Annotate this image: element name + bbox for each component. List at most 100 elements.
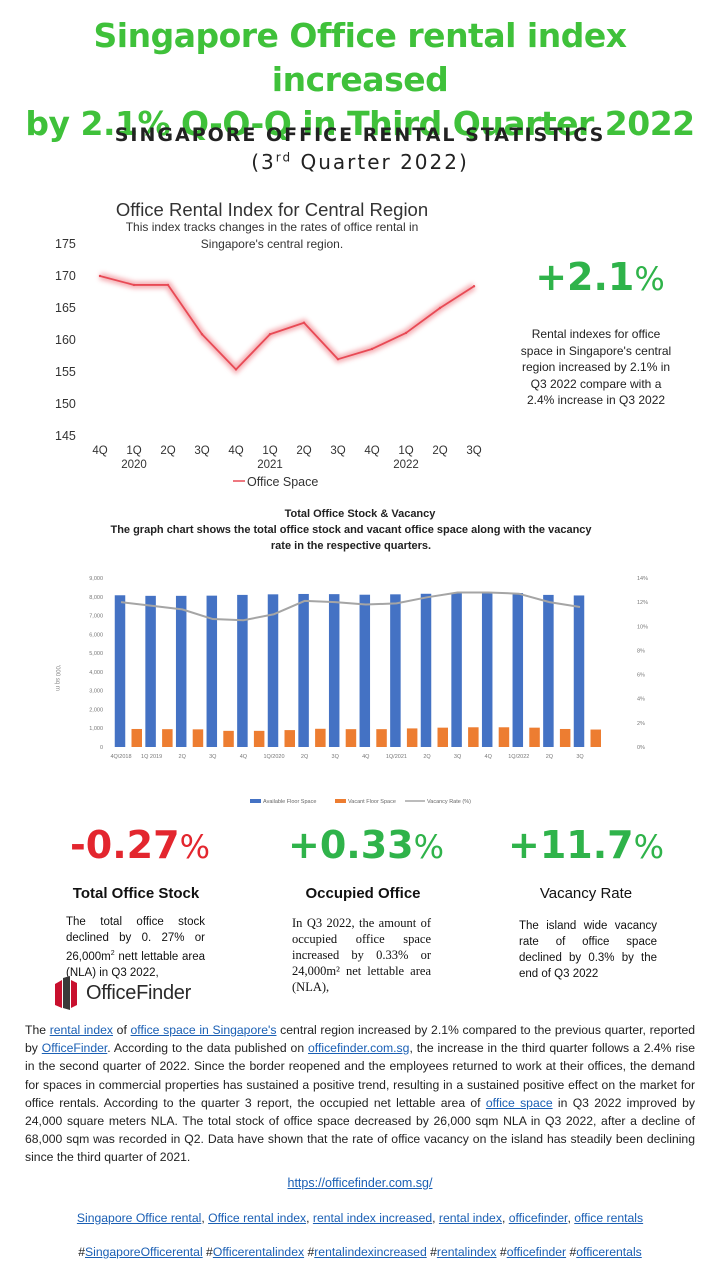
line-chart-xtick: 2Q [296, 445, 311, 457]
stats-title: SINGAPORE OFFICE RENTAL STATISTICS [114, 124, 606, 146]
line-chart-point [438, 306, 442, 310]
line-chart-year-label: 2021 [257, 459, 283, 471]
bar-available-floor-space [543, 594, 554, 747]
stock-description-part-1: The total office stock declined by 0. 27… [66, 916, 205, 963]
occupied-change-value: +0.33 [287, 823, 414, 867]
bar-available-floor-space [481, 593, 493, 747]
link-officefinder-site[interactable]: officefinder.com.sg [308, 1041, 410, 1056]
line-chart-series-glow [99, 272, 476, 375]
article-text-4: . According to the data published on [107, 1041, 309, 1056]
footer-hashtag-link[interactable]: Officerentalindex [212, 1245, 305, 1259]
footer-hashtag-link[interactable]: rentalindex [436, 1245, 497, 1259]
line-vacancy-rate [120, 591, 581, 622]
bar-chart-ytick-right: 8% [637, 648, 645, 654]
occupied-description: In Q3 2022, the amount of occupied offic… [292, 916, 431, 994]
article-text-1: The [25, 1023, 50, 1037]
footer-tag-link[interactable]: officefinder [508, 1211, 568, 1225]
line-chart-point [98, 274, 102, 278]
bar-chart-xtick: 1Q/2022 [508, 754, 529, 760]
footer-hashtag-link[interactable]: officerentals [576, 1245, 642, 1259]
bar-chart-ytick-left: 1,000 [89, 726, 103, 732]
rental-index-line-chart: Office Rental Index for Central Region T… [55, 199, 482, 489]
footer-tag-link[interactable]: rental index increased [312, 1211, 433, 1225]
legend-vacant-swatch [335, 799, 346, 803]
stats-sub-open: (3 [251, 150, 276, 174]
line-chart-xtick: 4Q [228, 445, 243, 457]
bar-chart-xtick: 4Q [485, 754, 493, 760]
article-text-2: of [113, 1023, 131, 1037]
line-chart-xtick: 2Q [160, 445, 175, 457]
headline-line-2: by 2.1% Q-O-Q in Third Quarter 2022 [25, 104, 695, 143]
line-chart-ytick: 170 [55, 269, 76, 283]
bar-chart-ytick-left: 3,000 [89, 689, 103, 695]
link-office-space-singapore[interactable]: office space in Singapore's [130, 1023, 277, 1037]
line-chart-ytick: 165 [55, 301, 76, 315]
bar-chart-xtick: 1Q 2019 [141, 754, 162, 760]
bar-vacant-floor-space [162, 729, 173, 747]
footer-hashtag-link[interactable]: officefinder [506, 1245, 567, 1259]
line-chart-point [302, 321, 306, 324]
bar-chart-xtick: 4Q\2018 [110, 754, 131, 760]
article-text-3: central region increased by 2.1% compare… [25, 1023, 696, 1056]
link-rental-index[interactable]: rental index [49, 1023, 113, 1037]
bar-available-floor-space [573, 595, 585, 747]
bar-vacant-floor-space [437, 727, 448, 747]
bar-chart-xtick: 4Q [240, 754, 248, 760]
bar-available-floor-space [114, 595, 126, 747]
tag-separator: , [432, 1211, 439, 1225]
bar-available-floor-space [512, 593, 524, 747]
line-chart-ytick: 150 [55, 397, 76, 411]
bar-available-floor-space [420, 593, 432, 747]
stock-change-figure: -0.27% [60, 823, 220, 867]
bar-vacant-floor-space [315, 728, 326, 747]
footer-tags: Singapore Office rental, Office rental i… [0, 1211, 720, 1225]
bar-available-floor-space [390, 594, 401, 747]
line-chart-ytick: 155 [55, 365, 76, 379]
bar-vacant-floor-space [376, 729, 387, 747]
bar-vacant-floor-space [192, 729, 204, 747]
bar-chart-ytick-right: 14% [637, 576, 648, 582]
bar-chart-ytick-right: 0% [637, 745, 645, 751]
line-chart-year-label: 2020 [121, 459, 147, 471]
footer-hashtag-link[interactable]: rentalindexincreased [314, 1245, 427, 1259]
index-change-note: Rental indexes for office space in Singa… [520, 327, 672, 407]
bar-chart-xtick: 2Q [301, 754, 309, 760]
footer-url-link[interactable]: https://officefinder.com.sg/ [287, 1176, 433, 1190]
legend-vacancy-label: Vacancy Rate (%) [427, 799, 471, 805]
hash-prefix: # [304, 1245, 315, 1259]
hash-prefix: # [426, 1245, 437, 1259]
bar-vacant-floor-space [131, 728, 142, 747]
bar-chart-xtick: 2Q [179, 754, 187, 760]
bar-chart-xtick: 4Q [362, 754, 370, 760]
link-office-space[interactable]: office space [485, 1095, 553, 1110]
link-officefinder[interactable]: OfficeFinder [41, 1041, 108, 1056]
line-chart-point [404, 331, 408, 335]
footer-tag-link[interactable]: Office rental index [208, 1211, 307, 1225]
index-change-value: +2.1 [535, 255, 635, 299]
footer-tag-link[interactable]: Singapore Office rental [76, 1211, 202, 1225]
footer-tag-link[interactable]: office rentals [574, 1211, 644, 1225]
line-chart-xtick: 3Q [330, 445, 345, 457]
vacancy-change-value: +11.7 [507, 823, 634, 867]
footer-url-row: https://officefinder.com.sg/ [0, 1176, 720, 1190]
bar-chart-xtick: 3Q [332, 754, 340, 760]
hash-prefix: # [202, 1245, 213, 1259]
legend-available-label: Available Floor Space [263, 799, 316, 805]
office-stock-bar-chart: '000 sq m 0 1,000 2,000 3,000 4,000 5,000 6,00… [54, 576, 648, 805]
bar-vacant-floor-space [529, 727, 540, 747]
bar-chart-ytick-left: 7,000 [89, 614, 103, 620]
bar-chart-xtick: 3Q [576, 754, 584, 760]
footer-hashtag-link[interactable]: SingaporeOfficerental [85, 1245, 203, 1259]
officefinder-logo: OfficeFinder [52, 975, 191, 1011]
stock-change-value: -0.27 [70, 823, 180, 867]
bar-vacant-floor-space [284, 730, 295, 747]
stock-description-sup: 2 [110, 950, 115, 957]
footer-tag-link[interactable]: rental index [438, 1211, 502, 1225]
stats-sub-sup: rd [275, 150, 293, 165]
bar-chart-ytick-right: 4% [637, 697, 645, 703]
bar-chart-ytick-right: 2% [637, 721, 645, 727]
line-chart-xtick: 1Q [262, 445, 277, 457]
article-text-5: , the increase in the third quarter foll… [25, 1041, 696, 1110]
bar-chart-ytick-left: 6,000 [89, 632, 103, 638]
article-text-6: in Q3 2022 improved by 24,000 square met… [25, 1095, 695, 1165]
